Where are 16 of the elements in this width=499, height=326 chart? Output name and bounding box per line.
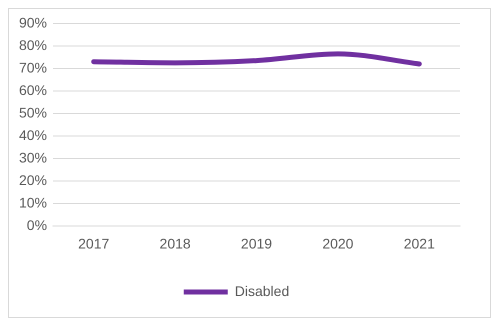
y-tick-label: 90% — [18, 14, 48, 30]
legend-label: Disabled — [234, 282, 290, 299]
x-tick-label: 2020 — [322, 235, 354, 252]
y-tick-label: 60% — [18, 82, 48, 98]
y-tick-label: 30% — [18, 149, 48, 166]
y-tick-label: 40% — [18, 126, 48, 143]
y-tick-label: 0% — [26, 217, 48, 234]
x-tick-label: 2018 — [160, 235, 191, 252]
y-tick-label: 70% — [18, 59, 48, 76]
x-tick-label: 2017 — [78, 235, 110, 252]
y-tick-label: 80% — [18, 36, 48, 53]
y-tick-label: 20% — [18, 172, 48, 188]
y-tick-label: 10% — [18, 194, 48, 211]
x-tick-label: 2019 — [240, 235, 272, 252]
y-tick-label: 50% — [18, 104, 48, 120]
x-tick-label: 2021 — [404, 235, 436, 252]
